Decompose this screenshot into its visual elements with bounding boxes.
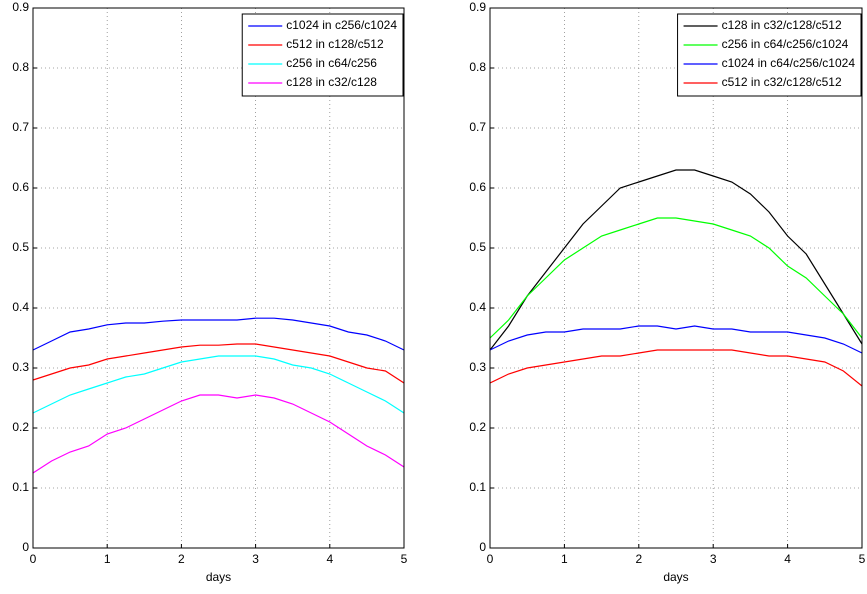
x-tick-label: 3 (252, 552, 259, 566)
y-tick-label: 0.4 (469, 300, 486, 314)
y-tick-label: 0.3 (469, 360, 486, 374)
legend-label: c128 in c32/c128/c512 (722, 18, 842, 32)
y-tick-label: 0.2 (469, 420, 486, 434)
y-tick-label: 0.7 (12, 120, 29, 134)
legend: c1024 in c256/c1024 c512 in c128/c512 c256… (241, 13, 404, 97)
data-line (32, 355, 405, 414)
legend-label: c1024 in c256/c1024 (286, 18, 397, 32)
data-line (489, 349, 863, 387)
legend: c128 in c32/c128/c512 c256 in c64/c256/c1… (677, 13, 862, 97)
y-tick-label: 0.6 (12, 180, 29, 194)
axes-frame (489, 7, 863, 549)
data-line (32, 394, 405, 474)
y-tick-label: 0.5 (469, 240, 486, 254)
x-tick-label: 1 (104, 552, 111, 566)
x-axis-label: days (663, 570, 688, 584)
legend-label: c256 in c64/c256 (286, 56, 377, 70)
x-axis-label: days (206, 570, 231, 584)
y-tick-label: 0.2 (12, 420, 29, 434)
y-tick-label: 0.4 (12, 300, 29, 314)
x-tick-label: 2 (635, 552, 642, 566)
y-tick-label: 0 (22, 540, 29, 554)
x-tick-label: 2 (178, 552, 185, 566)
y-tick-label: 0.5 (12, 240, 29, 254)
legend-label: c1024 in c64/c256/c1024 (722, 56, 856, 70)
y-tick-label: 0.9 (469, 0, 486, 14)
legend-box (677, 13, 862, 97)
y-tick-label: 0.8 (469, 60, 486, 74)
y-tick-label: 0.7 (469, 120, 486, 134)
x-tick-label: 5 (401, 552, 408, 566)
plot-area (33, 8, 404, 548)
legend-label: c256 in c64/c256/c1024 (722, 37, 849, 51)
x-tick-label: 5 (859, 552, 866, 566)
x-tick-label: 0 (30, 552, 37, 566)
plot-area (490, 8, 862, 548)
data-line (489, 325, 863, 354)
y-tick-label: 0.3 (12, 360, 29, 374)
y-tick-label: 0.9 (12, 0, 29, 14)
legend-label: c512 in c128/c512 (286, 37, 384, 51)
data-line (489, 169, 863, 351)
legend-label: c512 in c32/c128/c512 (722, 75, 842, 89)
y-tick-label: 0 (479, 540, 486, 554)
y-tick-label: 0.8 (12, 60, 29, 74)
y-tick-label: 0.6 (469, 180, 486, 194)
x-tick-label: 4 (784, 552, 791, 566)
x-tick-label: 0 (487, 552, 494, 566)
x-tick-label: 1 (561, 552, 568, 566)
legend-label: c128 in c32/c128 (286, 75, 377, 89)
data-line (32, 343, 405, 384)
x-tick-label: 4 (326, 552, 333, 566)
data-line (489, 217, 863, 339)
x-tick-label: 3 (710, 552, 717, 566)
data-line (32, 317, 405, 351)
axes-frame (32, 7, 405, 549)
y-tick-label: 0.1 (12, 480, 29, 494)
y-tick-label: 0.1 (469, 480, 486, 494)
legend-box (241, 13, 404, 97)
